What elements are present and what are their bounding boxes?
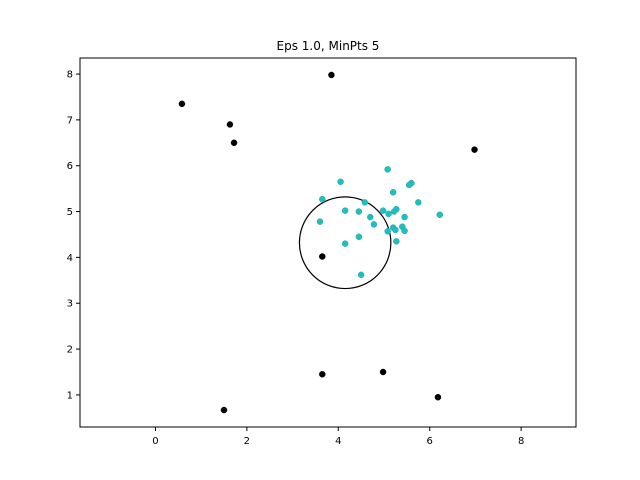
y-tick-label: 1 xyxy=(67,390,73,401)
cluster-point xyxy=(401,227,408,235)
noise-point xyxy=(471,146,478,153)
eps-neighborhood-annotations xyxy=(298,196,392,290)
cluster-point xyxy=(384,166,391,173)
noise-point xyxy=(220,406,228,414)
cluster-point xyxy=(392,226,399,234)
cluster-point xyxy=(367,213,374,221)
cluster-point xyxy=(361,199,369,206)
y-tick-label: 3 xyxy=(67,299,73,310)
cluster-point xyxy=(389,189,397,196)
noise-point xyxy=(328,71,335,79)
x-tick-label: 4 xyxy=(335,436,341,447)
cluster-point xyxy=(436,211,444,219)
y-tick-label: 8 xyxy=(67,70,73,81)
x-tick-label: 6 xyxy=(427,436,433,447)
chart-title: Eps 1.0, MinPts 5 xyxy=(277,39,380,53)
y-tick-label: 4 xyxy=(67,253,73,264)
y-tick-label: 2 xyxy=(67,345,73,356)
cluster-point xyxy=(401,213,408,221)
y-tick-label: 7 xyxy=(67,115,73,126)
cluster-point xyxy=(357,271,365,279)
data-points xyxy=(178,71,478,414)
noise-point xyxy=(178,100,186,108)
y-tick-label: 5 xyxy=(67,207,73,218)
y-tick-label: 6 xyxy=(67,161,73,172)
noise-point xyxy=(319,371,326,378)
cluster-point xyxy=(370,221,378,228)
noise-point xyxy=(434,393,442,401)
cluster-point xyxy=(316,218,324,225)
plot-area-frame xyxy=(79,57,577,428)
cluster-point xyxy=(415,199,422,206)
cluster-point xyxy=(379,207,387,214)
cluster-point xyxy=(384,228,391,235)
cluster-point xyxy=(355,208,363,215)
noise-point xyxy=(226,121,234,128)
noise-point xyxy=(379,368,387,376)
noise-point xyxy=(319,253,326,260)
cluster-point xyxy=(341,207,349,214)
cluster-point xyxy=(355,233,363,241)
x-tick-label: 0 xyxy=(152,436,158,447)
cluster-point xyxy=(341,240,349,247)
cluster-point xyxy=(405,181,413,189)
y-axis: 1 2 3 4 5 6 7 8 xyxy=(67,70,80,401)
eps-radius-circle xyxy=(298,196,392,290)
cluster-point xyxy=(319,195,326,203)
cluster-point xyxy=(337,178,344,186)
x-axis: 0 2 4 6 8 xyxy=(152,427,524,447)
noise-point xyxy=(230,139,238,147)
cluster-point xyxy=(393,238,400,245)
x-tick-label: 2 xyxy=(244,436,250,447)
cluster-point xyxy=(390,208,398,215)
x-tick-label: 8 xyxy=(518,436,524,447)
cluster-point xyxy=(385,210,392,218)
